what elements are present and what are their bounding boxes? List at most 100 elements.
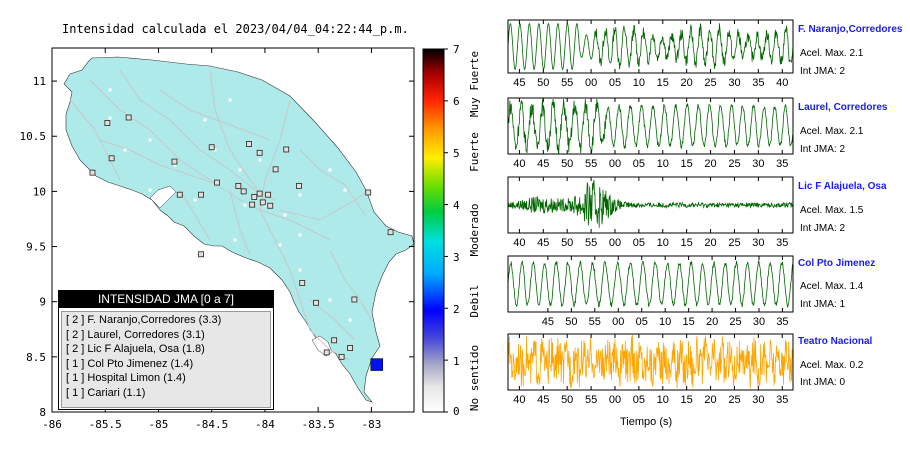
station-marker (108, 155, 115, 162)
map-x-tick-label: -83 (361, 418, 381, 431)
colorbar-tick-1: 1 (453, 355, 460, 368)
map-x-tick-label: -85.5 (89, 418, 122, 431)
waveform-tick-label: 25 (728, 158, 740, 170)
road-line (119, 69, 276, 201)
colorbar-tick-7: 7 (453, 43, 460, 56)
waveform-tick-label: 35 (752, 77, 764, 89)
waveform-tick-label: 50 (537, 77, 549, 89)
waveform-3-jma: Int JMA: 2 (800, 223, 846, 234)
waveform-tick-label: 00 (585, 77, 597, 89)
station-marker (283, 146, 290, 153)
map-x-tick-label: -83.5 (302, 418, 335, 431)
waveform-panel-1: 45 50 55 00 05 10 15 20 25 30 35 40 (507, 19, 794, 89)
waveform-panel-2: 40 45 50 55 00 05 10 15 20 25 30 35 (507, 97, 794, 170)
waveform-tick-label: 30 (752, 394, 764, 406)
waveform-tick-label: 05 (636, 316, 648, 328)
waveform-tick-label: 20 (704, 237, 716, 249)
station-marker (387, 229, 394, 236)
waveform-tick-label: 35 (776, 316, 788, 328)
station-marker (214, 179, 220, 186)
waveform-tick-label: 25 (704, 77, 716, 89)
town-dot (193, 198, 197, 202)
waveform-5-station: Teatro Nacional (798, 336, 873, 347)
waveform-tick-label: 10 (659, 316, 671, 328)
waveform-tick-label: 15 (657, 77, 669, 89)
waveform-panel-5: 40 45 50 55 00 05 10 15 20 25 30 35 (507, 333, 794, 406)
waveform-tick-label: 40 (513, 394, 525, 406)
road-line (259, 209, 351, 361)
town-dot (328, 298, 332, 302)
station-marker (267, 202, 274, 209)
waveform-1-station: F. Naranjo,Corredores (798, 24, 903, 35)
station-marker (313, 299, 319, 306)
station-marker (89, 169, 96, 176)
waveform-1-jma: Int JMA: 2 (800, 66, 846, 77)
town-dot (328, 168, 332, 172)
legend-row: [ 1 ] Hospital Limon (1.4) (66, 372, 186, 385)
town-dot (238, 168, 242, 172)
waveform-tick-label: 20 (704, 158, 716, 170)
map-y-tick-label: 8 (39, 406, 46, 419)
station-marker (365, 189, 372, 196)
waveform-tick-label: 35 (776, 237, 788, 249)
waveform-tick-label: 25 (728, 394, 740, 406)
map-y-tick-label: 9 (39, 296, 46, 309)
station-marker (338, 353, 345, 360)
waveform-tick-label: 55 (589, 316, 601, 328)
map-x-tick-label: -85 (149, 418, 169, 431)
station-marker (125, 114, 132, 121)
waveform-1-accel: Acel. Max. 2.1 (800, 48, 864, 59)
waveform-trace (507, 98, 794, 154)
road-line (159, 89, 271, 141)
station-marker (246, 141, 252, 147)
station-marker (104, 120, 111, 126)
map-x-tick-label: -86 (42, 418, 62, 431)
waveform-tick-label: 45 (537, 394, 549, 406)
colorbar-tick-5: 5 (453, 147, 460, 160)
town-dot (233, 238, 237, 242)
road-line (309, 299, 356, 341)
town-dot (298, 268, 302, 272)
road-line (229, 189, 251, 256)
road-line (99, 139, 221, 186)
waveform-tick-label: 10 (633, 77, 645, 89)
station-marker (240, 188, 247, 195)
town-dot (123, 148, 127, 152)
intensity-legend: INTENSIDAD JMA [0 a 7] [ 2 ] F. Naranjo,… (58, 290, 274, 410)
station-marker (176, 191, 183, 198)
waveform-2-station: Laurel, Corredores (798, 102, 888, 113)
waveform-4-jma: Int JMA: 1 (800, 299, 846, 310)
waveform-frame (507, 19, 794, 74)
town-dot (148, 188, 152, 192)
station-marker (256, 149, 263, 156)
station-marker (198, 251, 204, 258)
waveform-tick-label: 40 (513, 158, 525, 170)
map-y-tick-label: 9.5 (26, 241, 46, 254)
waveform-tick-label: 05 (633, 237, 645, 249)
waveform-tick-label: 25 (729, 316, 741, 328)
waveform-panel-3: 40 45 50 55 00 05 10 15 20 25 30 35 (507, 176, 794, 249)
map-y-tick-label: 10 (33, 185, 46, 198)
station-marker (259, 199, 266, 206)
town-dot (108, 88, 112, 92)
town-dot (278, 243, 282, 247)
waveform-tick-label: 05 (633, 394, 645, 406)
town-dot (298, 193, 302, 197)
waveform-tick-label: 35 (776, 394, 788, 406)
colorbar-tick-6: 6 (453, 95, 460, 108)
station-marker (331, 337, 338, 344)
waveform-3-station: Lic F Alajuela, Osa (798, 181, 887, 192)
waveform-tick-label: 25 (728, 237, 740, 249)
waveform-tick-label: 15 (681, 394, 693, 406)
town-dot (348, 318, 352, 322)
colorbar-tick-4: 4 (453, 199, 460, 212)
waveform-tick-label: 45 (542, 316, 554, 328)
town-dot (243, 203, 247, 207)
waveform-tick-label: 15 (681, 237, 693, 249)
map-y-tick-label: 11 (33, 75, 46, 88)
map-title: Intensidad calculada el 2023/04/04_04:22… (62, 22, 409, 36)
waveform-tick-label: 35 (776, 158, 788, 170)
waveform-5-accel: Acel. Max. 0.2 (800, 360, 864, 371)
road-line (209, 69, 266, 201)
colorbar-tick-3: 3 (453, 251, 460, 264)
